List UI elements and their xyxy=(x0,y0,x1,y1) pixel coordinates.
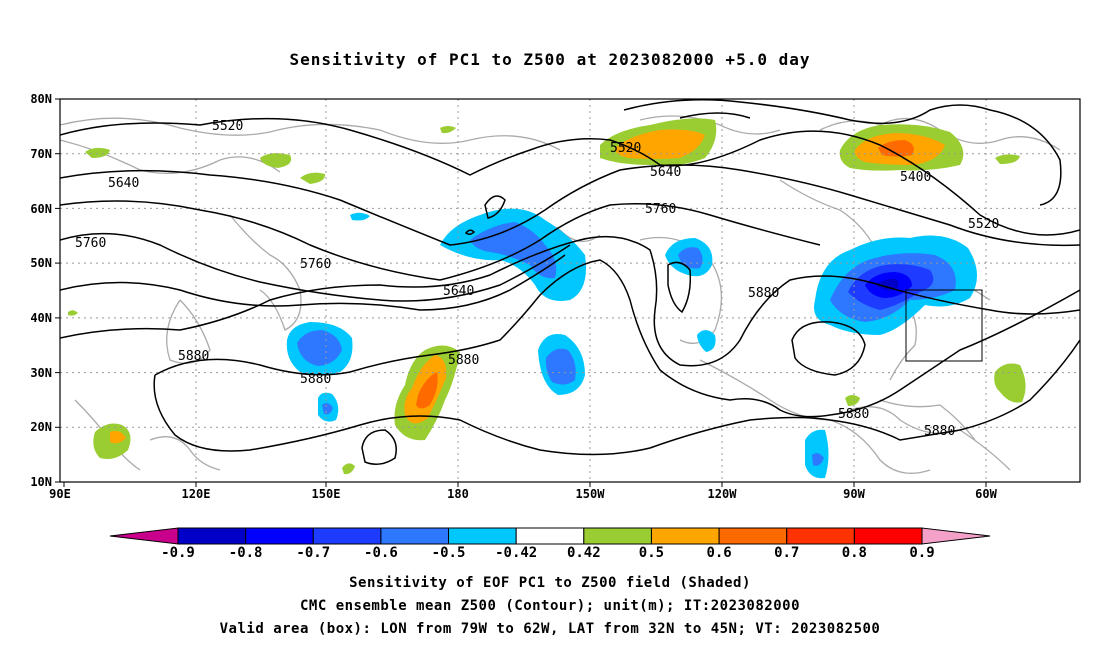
colorbar-swatch xyxy=(312,527,382,545)
lat-tick-label: 30N xyxy=(30,366,52,380)
lat-tick-label: 60N xyxy=(30,202,52,216)
colorbar-label: 0.5 xyxy=(639,545,664,561)
colorbar-swatch xyxy=(177,527,247,545)
contour-label: 5760 xyxy=(75,236,106,251)
colorbar-label: -0.5 xyxy=(432,545,466,561)
contour-label: 5760 xyxy=(645,202,676,217)
colorbar-swatch xyxy=(245,527,314,545)
contour-label: 5520 xyxy=(968,217,999,232)
colorbar-swatch xyxy=(515,527,585,545)
colorbar-label: -0.6 xyxy=(364,545,398,561)
colorbar-right-triangle xyxy=(921,527,991,545)
contour-label: 5640 xyxy=(443,284,474,299)
lat-tick-label: 10N xyxy=(30,475,52,489)
longitude-labels: 90E 120E 150E 180 150W 120W 90W 60W xyxy=(49,487,997,501)
lon-tick-label: 180 xyxy=(447,487,469,501)
contour-label: 5520 xyxy=(610,141,641,156)
valid-area-box xyxy=(905,289,983,362)
caption-line-2: CMC ensemble mean Z500 (Contour); unit(m… xyxy=(299,598,800,614)
caption-line-1: Sensitivity of EOF PC1 to Z500 field (Sh… xyxy=(349,575,751,591)
colorbar-swatch xyxy=(718,527,788,545)
lat-tick-label: 50N xyxy=(30,256,52,270)
z500-contours xyxy=(60,99,1080,465)
contour-label: 5880 xyxy=(178,349,209,364)
lat-tick-label: 80N xyxy=(30,92,52,106)
colorbar-label: 0.6 xyxy=(706,545,731,561)
map-plot-area: 5520 5640 5760 5520 5640 5760 5400 5520 … xyxy=(60,99,1080,482)
lon-tick-label: 120E xyxy=(182,487,211,501)
contour-label: 5400 xyxy=(900,170,931,185)
lon-tick-label: 90E xyxy=(49,487,71,501)
contour-label: 5880 xyxy=(838,407,869,422)
colorbar-left-triangle xyxy=(109,527,179,545)
lat-lon-grid xyxy=(60,99,1080,482)
contour-labels: 5520 5640 5760 5520 5640 5760 5400 5520 … xyxy=(75,119,999,439)
colorbar-label: 0.8 xyxy=(842,545,867,561)
colorbar-label: -0.8 xyxy=(229,545,263,561)
caption-line-3: Valid area (box): LON from 79W to 62W, L… xyxy=(219,621,881,637)
lon-tick-label: 60W xyxy=(975,487,997,501)
page-title: Sensitivity of PC1 to Z500 at 2023082000… xyxy=(289,50,811,69)
contour-label: 5880 xyxy=(448,353,479,368)
lon-tick-label: 120W xyxy=(708,487,738,501)
contour-label: 5520 xyxy=(212,119,243,134)
colorbar-swatch xyxy=(583,527,652,545)
axis-ticks xyxy=(55,98,987,487)
contour-label: 5640 xyxy=(108,176,139,191)
colorbar-label: 0.7 xyxy=(774,545,799,561)
colorbar-label: -0.7 xyxy=(296,545,330,561)
lon-tick-label: 150E xyxy=(312,487,341,501)
contour-label: 5760 xyxy=(300,257,331,272)
colorbar-swatch xyxy=(853,527,923,545)
colorbar-swatch xyxy=(380,527,450,545)
lon-tick-label: 150W xyxy=(576,487,606,501)
colorbar-label: -0.42 xyxy=(495,545,537,561)
colorbar-swatch xyxy=(786,527,855,545)
lat-tick-label: 40N xyxy=(30,311,52,325)
colorbar-label: -0.9 xyxy=(161,545,195,561)
lon-tick-label: 90W xyxy=(843,487,865,501)
plot-frame xyxy=(59,98,1081,483)
lat-tick-label: 70N xyxy=(30,147,52,161)
contour-label: 5880 xyxy=(924,424,955,439)
colorbar-swatch xyxy=(650,527,720,545)
colorbar-label: 0.9 xyxy=(909,545,934,561)
colorbar-label: 0.42 xyxy=(567,545,601,561)
contour-label: 5880 xyxy=(300,372,331,387)
colorbar: -0.9 -0.8 -0.7 -0.6 -0.5 -0.42 0.42 0.5 0.6 0.7 0.… xyxy=(109,527,991,561)
contour-label: 5640 xyxy=(650,165,681,180)
latitude-labels: 80N 70N 60N 50N 40N 30N 20N 10N xyxy=(30,92,52,489)
colorbar-swatch xyxy=(448,527,517,545)
lat-tick-label: 20N xyxy=(30,420,52,434)
contour-label: 5880 xyxy=(748,286,779,301)
